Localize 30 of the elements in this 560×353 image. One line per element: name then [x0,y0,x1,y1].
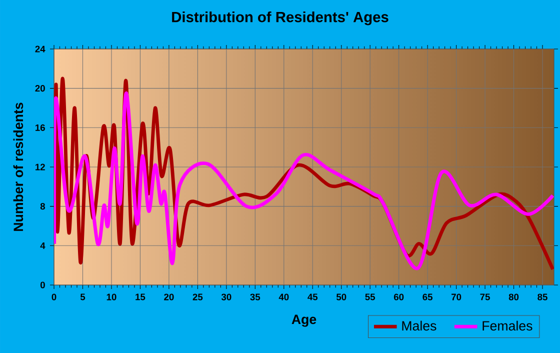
x-tick-label: 55 [365,294,376,300]
x-tick-label: 0 [52,294,56,300]
x-tick-label: 85 [538,294,548,300]
x-tick-label: 70 [452,294,462,300]
x-tick-label: 5 [80,294,86,300]
y-tick-label: 16 [36,124,45,131]
x-tick-label: 65 [422,294,432,300]
legend-label: Males [402,320,436,331]
x-tick-label: 80 [508,294,519,300]
y-tick-label: 12 [36,164,45,170]
x-tick-label: 75 [480,294,490,300]
x-tick-label: 50 [336,294,346,300]
x-tick-label: 25 [192,294,203,300]
chart-title: Distribution of Residents' Ages [172,11,388,26]
x-tick-label: 20 [164,294,174,300]
x-tick-label: 35 [250,294,260,300]
y-tick-label: 8 [40,203,46,210]
legend-label: Females [482,320,532,331]
y-tick-label: 20 [35,85,45,92]
y-tick-label: 4 [40,242,46,249]
x-tick-label: 60 [394,294,404,300]
y-axis-title: Number of residents [13,102,24,231]
x-tick-label: 40 [278,294,289,300]
x-tick-label: 30 [221,294,232,300]
y-tick-label: 24 [35,46,46,52]
x-tick-label: 15 [136,294,146,300]
x-tick-label: 45 [308,294,318,300]
x-tick-label: 10 [106,294,116,300]
x-axis-title: Age [292,314,316,327]
y-tick-label: 0 [40,282,45,288]
